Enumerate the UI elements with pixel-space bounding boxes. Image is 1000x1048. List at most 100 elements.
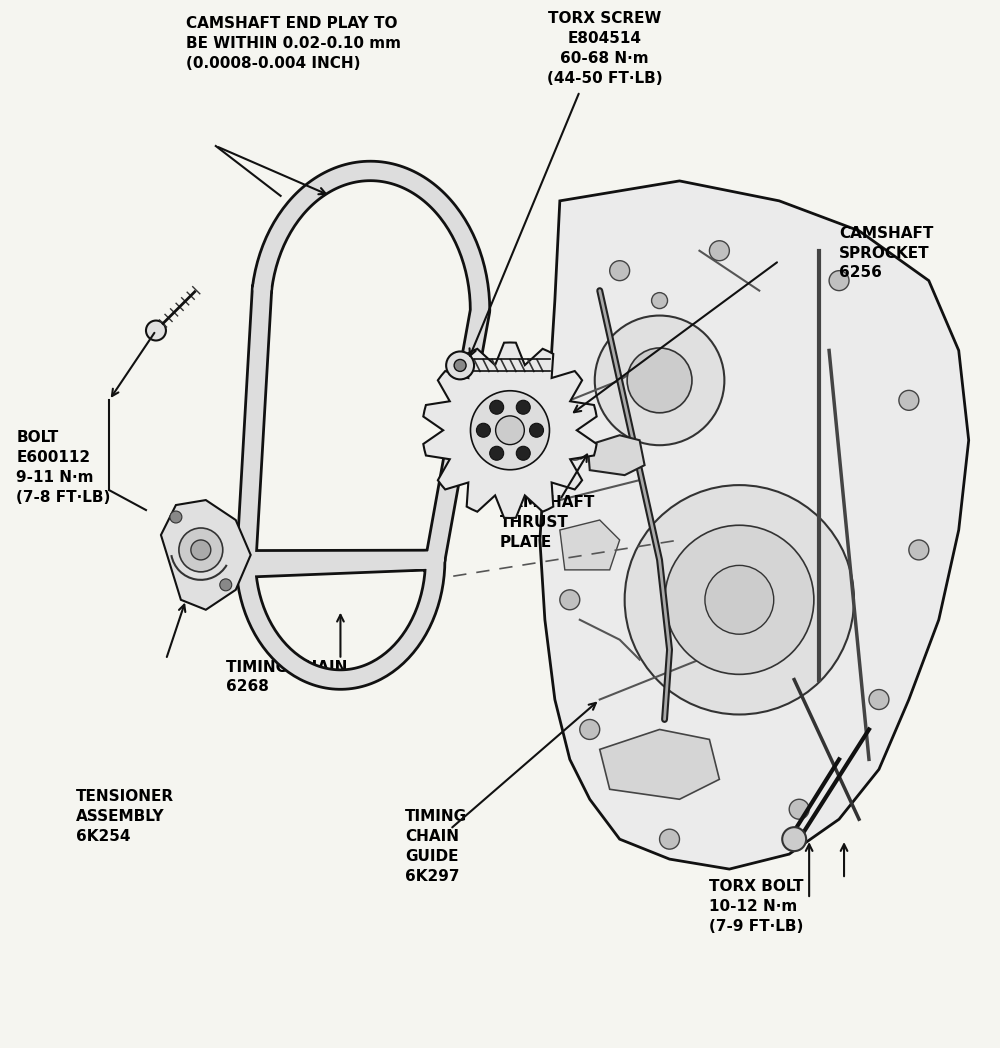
Bar: [244, 511, 253, 525]
Bar: [421, 555, 435, 564]
Bar: [429, 573, 439, 588]
Bar: [455, 412, 466, 427]
Bar: [473, 275, 483, 289]
Bar: [250, 414, 259, 428]
Bar: [254, 616, 267, 632]
Bar: [433, 536, 443, 550]
Polygon shape: [588, 435, 645, 475]
Text: TIMING
CHAIN
GUIDE
6K297: TIMING CHAIN GUIDE 6K297: [405, 809, 467, 883]
Bar: [260, 260, 271, 276]
Bar: [281, 556, 295, 564]
Bar: [438, 508, 448, 523]
Bar: [440, 495, 451, 509]
Circle shape: [580, 720, 600, 740]
Bar: [459, 234, 472, 249]
Text: TENSIONER
ASSEMBLY
6K254: TENSIONER ASSEMBLY 6K254: [76, 789, 174, 844]
Bar: [393, 556, 407, 564]
Bar: [248, 455, 256, 470]
Bar: [379, 556, 393, 564]
Bar: [417, 556, 432, 565]
Bar: [334, 560, 348, 568]
Circle shape: [490, 400, 504, 414]
Circle shape: [490, 446, 504, 460]
Bar: [249, 428, 258, 442]
Bar: [473, 315, 483, 331]
Circle shape: [665, 525, 814, 674]
Bar: [243, 539, 252, 553]
Bar: [368, 664, 384, 678]
Bar: [347, 559, 362, 567]
Bar: [290, 199, 305, 215]
Circle shape: [782, 827, 806, 851]
Bar: [375, 558, 390, 566]
Bar: [264, 247, 276, 263]
Bar: [403, 556, 418, 565]
Bar: [421, 599, 433, 615]
Bar: [450, 439, 461, 455]
Circle shape: [829, 270, 849, 290]
Bar: [436, 522, 446, 537]
Bar: [355, 670, 371, 682]
Bar: [306, 561, 320, 569]
Circle shape: [530, 423, 544, 437]
Bar: [337, 556, 351, 564]
Bar: [475, 288, 484, 303]
Bar: [415, 180, 431, 195]
Bar: [460, 385, 471, 399]
Polygon shape: [600, 729, 719, 800]
Circle shape: [476, 423, 490, 437]
Circle shape: [446, 351, 474, 379]
Circle shape: [470, 391, 549, 470]
Bar: [458, 398, 468, 413]
Bar: [416, 612, 429, 629]
Bar: [431, 560, 439, 573]
Bar: [242, 553, 251, 567]
Circle shape: [709, 241, 729, 261]
Bar: [256, 315, 264, 330]
Bar: [244, 525, 252, 540]
Bar: [277, 650, 293, 664]
Circle shape: [565, 440, 585, 460]
Bar: [363, 167, 377, 175]
Circle shape: [560, 590, 580, 610]
Text: TORX SCREW
E804514
60-68 N·m
(44-50 FT·LB): TORX SCREW E804514 60-68 N·m (44-50 FT·L…: [547, 12, 663, 86]
Circle shape: [496, 416, 524, 444]
Circle shape: [220, 578, 232, 591]
Bar: [255, 330, 264, 345]
Bar: [365, 556, 379, 564]
Bar: [436, 198, 451, 214]
Circle shape: [652, 292, 668, 308]
Bar: [267, 556, 281, 564]
Bar: [400, 636, 415, 652]
Bar: [445, 466, 456, 482]
Bar: [409, 625, 423, 640]
Polygon shape: [423, 343, 597, 518]
Text: CAMSHAFT END PLAY TO
BE WITHIN 0.02-0.10 mm
(0.0008-0.004 INCH): CAMSHAFT END PLAY TO BE WITHIN 0.02-0.10…: [186, 17, 401, 71]
Bar: [268, 639, 283, 655]
Text: CAMSHAFT
THRUST
PLATE: CAMSHAFT THRUST PLATE: [500, 495, 594, 550]
Circle shape: [170, 511, 182, 523]
Bar: [254, 344, 263, 358]
Polygon shape: [161, 500, 251, 610]
Text: TORX BOLT
10-12 N·m
(7-9 FT·LB): TORX BOLT 10-12 N·m (7-9 FT·LB): [709, 879, 804, 934]
Bar: [309, 556, 323, 564]
Text: TIMING CHAIN
6268: TIMING CHAIN 6268: [226, 659, 347, 695]
Bar: [403, 174, 419, 188]
Bar: [295, 556, 309, 564]
Bar: [247, 470, 256, 484]
Bar: [426, 189, 441, 204]
Bar: [380, 656, 396, 671]
Circle shape: [869, 690, 889, 709]
Bar: [314, 672, 329, 682]
Bar: [310, 180, 326, 195]
Bar: [377, 167, 392, 177]
Bar: [448, 453, 458, 468]
Text: CAMSHAFT
SPROCKET
6256: CAMSHAFT SPROCKET 6256: [839, 225, 933, 281]
Bar: [278, 562, 292, 570]
Bar: [328, 675, 343, 684]
Bar: [242, 563, 250, 577]
Bar: [335, 170, 351, 181]
Bar: [361, 559, 376, 567]
Bar: [260, 628, 275, 645]
Circle shape: [660, 829, 680, 849]
